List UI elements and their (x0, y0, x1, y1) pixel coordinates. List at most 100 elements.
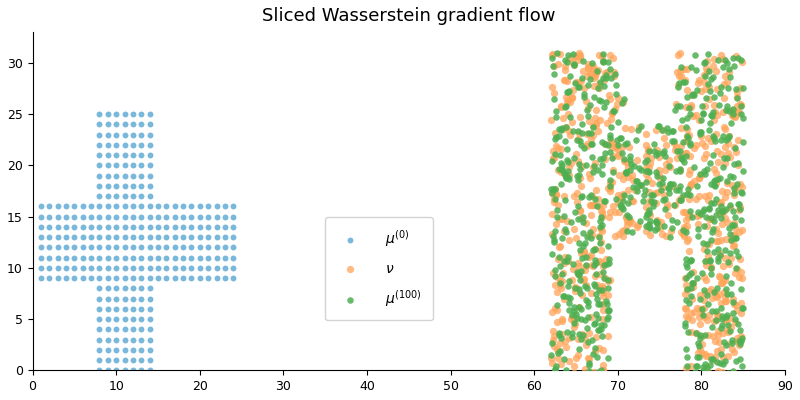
$\mu^{(0)}$ (118, 234, 131, 240)
$\mu^{(0)}$ (85, 275, 98, 281)
$\nu$ (546, 327, 559, 334)
$\mu^{(100)}$ (724, 291, 737, 297)
$\mu^{(0)}$ (102, 152, 114, 158)
$\mu^{(0)}$ (110, 162, 122, 168)
$\mu^{(100)}$ (685, 285, 698, 291)
$\mu^{(100)}$ (676, 156, 689, 162)
$\mu^{(100)}$ (549, 108, 562, 114)
$\mu^{(0)}$ (168, 203, 181, 210)
$\mu^{(0)}$ (151, 234, 164, 240)
$\nu$ (688, 178, 701, 185)
$\nu$ (721, 188, 734, 195)
$\nu$ (695, 133, 708, 139)
$\nu$ (570, 78, 583, 85)
$\nu$ (558, 77, 570, 84)
$\nu$ (586, 164, 599, 170)
$\mu^{(100)}$ (689, 369, 702, 375)
$\nu$ (679, 312, 692, 319)
$\mu^{(100)}$ (634, 123, 647, 130)
$\mu^{(100)}$ (729, 235, 742, 242)
$\nu$ (659, 167, 672, 174)
$\mu^{(100)}$ (570, 311, 582, 317)
$\nu$ (729, 186, 742, 193)
$\mu^{(0)}$ (126, 244, 139, 250)
$\nu$ (679, 138, 692, 144)
$\mu^{(100)}$ (735, 286, 748, 292)
$\mu^{(100)}$ (661, 125, 674, 131)
$\nu$ (693, 175, 706, 181)
$\mu^{(100)}$ (576, 130, 589, 136)
$\mu^{(0)}$ (135, 275, 148, 281)
$\nu$ (720, 79, 733, 85)
$\mu^{(100)}$ (673, 103, 686, 109)
$\mu^{(0)}$ (168, 224, 181, 230)
$\mu^{(100)}$ (706, 356, 719, 362)
$\mu^{(100)}$ (697, 364, 710, 370)
$\nu$ (652, 172, 665, 178)
$\mu^{(100)}$ (559, 57, 572, 63)
$\mu^{(100)}$ (594, 325, 607, 332)
$\mu^{(100)}$ (704, 76, 717, 83)
$\nu$ (673, 72, 686, 79)
$\mu^{(100)}$ (667, 202, 680, 208)
$\mu^{(100)}$ (553, 133, 566, 139)
$\mu^{(0)}$ (202, 275, 214, 281)
$\nu$ (684, 183, 697, 189)
$\mu^{(0)}$ (102, 275, 114, 281)
$\mu^{(100)}$ (663, 234, 676, 240)
$\nu$ (546, 148, 559, 154)
$\mu^{(100)}$ (564, 114, 577, 120)
$\mu^{(100)}$ (595, 171, 608, 177)
$\mu^{(100)}$ (589, 257, 602, 264)
$\nu$ (721, 327, 734, 333)
$\nu$ (546, 211, 558, 218)
$\mu^{(0)}$ (110, 285, 122, 292)
$\mu^{(100)}$ (624, 194, 637, 200)
$\nu$ (568, 321, 581, 328)
$\nu$ (624, 217, 637, 224)
$\mu^{(100)}$ (621, 140, 634, 146)
$\mu^{(100)}$ (651, 224, 664, 231)
$\mu^{(0)}$ (168, 234, 181, 240)
$\mu^{(100)}$ (726, 368, 739, 374)
$\nu$ (693, 117, 706, 124)
$\mu^{(100)}$ (578, 282, 591, 289)
$\mu^{(0)}$ (110, 367, 122, 374)
$\mu^{(100)}$ (577, 58, 590, 64)
$\mu^{(100)}$ (715, 316, 728, 323)
$\mu^{(100)}$ (634, 182, 647, 188)
$\mu^{(100)}$ (589, 196, 602, 202)
$\mu^{(100)}$ (666, 128, 678, 134)
$\mu^{(100)}$ (569, 285, 582, 292)
$\mu^{(0)}$ (102, 326, 114, 332)
$\nu$ (677, 231, 690, 237)
$\mu^{(100)}$ (730, 235, 742, 241)
$\nu$ (584, 290, 597, 296)
$\mu^{(100)}$ (564, 72, 577, 79)
$\nu$ (595, 239, 608, 245)
$\mu^{(100)}$ (546, 233, 559, 239)
$\mu^{(100)}$ (732, 253, 745, 260)
$\mu^{(0)}$ (194, 224, 206, 230)
$\nu$ (562, 164, 575, 170)
$\nu$ (580, 263, 593, 270)
$\mu^{(100)}$ (560, 59, 573, 65)
$\mu^{(100)}$ (714, 84, 727, 90)
$\nu$ (686, 92, 699, 98)
$\mu^{(100)}$ (583, 102, 596, 108)
$\mu^{(100)}$ (603, 260, 616, 266)
$\nu$ (569, 288, 582, 294)
$\nu$ (602, 184, 614, 191)
$\nu$ (717, 263, 730, 270)
$\mu^{(100)}$ (708, 218, 721, 224)
$\nu$ (712, 368, 725, 374)
$\nu$ (610, 101, 623, 108)
$\nu$ (611, 199, 624, 206)
$\mu^{(100)}$ (592, 97, 605, 103)
$\nu$ (727, 349, 740, 355)
$\nu$ (603, 188, 616, 194)
$\mu^{(100)}$ (675, 156, 688, 162)
$\mu^{(100)}$ (730, 181, 743, 188)
$\nu$ (657, 184, 670, 190)
$\mu^{(100)}$ (708, 176, 721, 183)
